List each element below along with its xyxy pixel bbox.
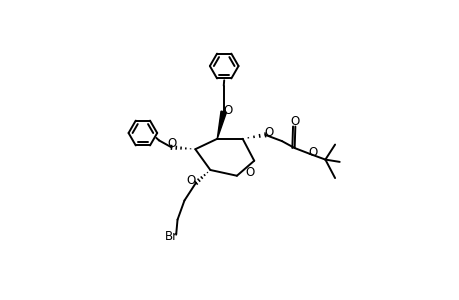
Text: O: O bbox=[186, 174, 195, 187]
Text: O: O bbox=[308, 146, 317, 159]
Polygon shape bbox=[217, 111, 226, 139]
Text: Br: Br bbox=[164, 230, 177, 244]
Text: O: O bbox=[264, 126, 274, 139]
Text: O: O bbox=[290, 115, 299, 128]
Text: O: O bbox=[245, 166, 254, 179]
Text: O: O bbox=[223, 104, 232, 117]
Text: O: O bbox=[167, 137, 176, 150]
